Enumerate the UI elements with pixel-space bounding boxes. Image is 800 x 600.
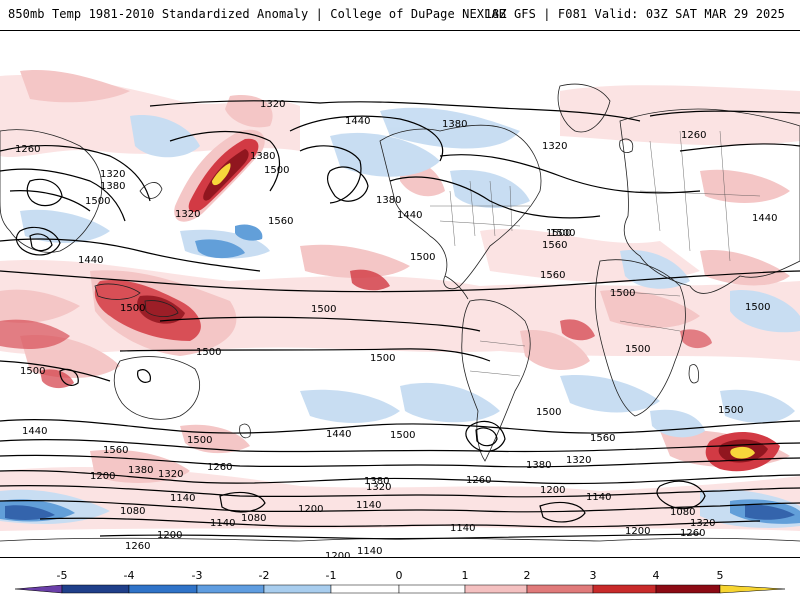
contour-label: 1500 xyxy=(745,302,770,313)
contour-label: 1440 xyxy=(752,213,777,224)
colorbar-svg: -5 -4 -3 -2 -1 0 1 2 3 4 5 xyxy=(14,569,786,594)
model-run-info: 18Z GFS | F081 Valid: 03Z SAT MAR 29 202… xyxy=(484,7,785,21)
contour-label: 1440 xyxy=(397,210,422,221)
colorbar-swatches xyxy=(14,584,786,594)
contour-label: 1560 xyxy=(542,240,567,251)
colorbar-tick-label: -4 xyxy=(124,569,135,582)
header: 850mb Temp 1981-2010 Standardized Anomal… xyxy=(0,0,800,30)
colorbar-swatch xyxy=(464,584,528,594)
height-contours xyxy=(0,100,800,540)
contour-label: 1320 xyxy=(158,469,183,480)
contour-label: 1380 xyxy=(526,460,551,471)
colorbar-swatch xyxy=(719,584,786,594)
contour-label: 1500 xyxy=(410,252,435,263)
contour-label: 1260 xyxy=(15,144,40,155)
contour-label: 1200 xyxy=(325,551,350,557)
contour-label: 1260 xyxy=(466,475,491,486)
colorbar-swatch xyxy=(61,584,130,594)
colorbar-tick-label: -3 xyxy=(192,569,203,582)
contour-label: 1560 xyxy=(103,445,128,456)
contour-label: 1200 xyxy=(157,530,182,541)
contour-label: 1320 xyxy=(566,455,591,466)
contour-label: 1260 xyxy=(681,130,706,141)
contour-label-group: 1320 1440 1380 1260 1320 1380 1500 1320 … xyxy=(15,99,777,557)
political-borders xyxy=(430,130,761,377)
colorbar-tick-label: 5 xyxy=(717,569,724,582)
contour-label: 1140 xyxy=(450,523,475,534)
colorbar-tick-label: -5 xyxy=(57,569,68,582)
contour-label: 1080 xyxy=(120,506,145,517)
contour-label: 1380 xyxy=(250,151,275,162)
contour-label: 1440 xyxy=(78,255,103,266)
contour-label: 1320 xyxy=(690,518,715,529)
colorbar-swatch xyxy=(655,584,721,594)
contour-label: 1140 xyxy=(586,492,611,503)
contour-label: 1140 xyxy=(357,546,382,557)
colorbar-swatch xyxy=(526,584,594,594)
contour-label: 1200 xyxy=(540,485,565,496)
colorbar-swatch xyxy=(263,584,332,594)
colorbar-ticks: -5 -4 -3 -2 -1 0 1 2 3 4 5 xyxy=(57,569,724,582)
contour-label: 1440 xyxy=(22,426,47,437)
contour-label: 1500 xyxy=(546,228,571,239)
contour-label: 1320 xyxy=(366,482,391,493)
contour-label: 1380 xyxy=(100,181,125,192)
contour-label: 1500 xyxy=(550,228,575,239)
contour-label: 1500 xyxy=(370,353,395,364)
map-canvas[interactable]: 1320 1440 1380 1260 1320 1380 1500 1320 … xyxy=(0,31,800,557)
contour-label: 1500 xyxy=(311,304,336,315)
colorbar-tick-label: 4 xyxy=(653,569,660,582)
contour-label: 1200 xyxy=(625,526,650,537)
contour-label: 1500 xyxy=(610,288,635,299)
contour-label: 1380 xyxy=(442,119,467,130)
contour-label: 1500 xyxy=(120,303,145,314)
colorbar-tick-label: 2 xyxy=(524,569,531,582)
map-title: 850mb Temp 1981-2010 Standardized Anomal… xyxy=(8,7,507,21)
contour-label: 1500 xyxy=(85,196,110,207)
contour-label: 1260 xyxy=(207,462,232,473)
colorbar-tick-label: 1 xyxy=(462,569,469,582)
colorbar-swatch xyxy=(14,584,63,594)
colorbar-tick-label: -2 xyxy=(259,569,270,582)
colorbar-swatch xyxy=(196,584,265,594)
contour-label: 1380 xyxy=(128,465,153,476)
contour-label: 1260 xyxy=(680,528,705,539)
contour-label: 1500 xyxy=(196,347,221,358)
contour-label: 1320 xyxy=(542,141,567,152)
contour-label: 1380 xyxy=(376,195,401,206)
contour-label: 1500 xyxy=(20,366,45,377)
colorbar-tick-label: -1 xyxy=(326,569,337,582)
colorbar: -5 -4 -3 -2 -1 0 1 2 3 4 5 xyxy=(0,560,800,600)
contour-label: 1320 xyxy=(260,99,285,110)
contour-label: 1200 xyxy=(90,471,115,482)
contour-label: 1560 xyxy=(590,433,615,444)
contour-label: 1140 xyxy=(170,493,195,504)
contour-label: 1140 xyxy=(356,500,381,511)
colorbar-swatch xyxy=(128,584,198,594)
contour-label: 1320 xyxy=(100,169,125,180)
contour-label: 1080 xyxy=(670,507,695,518)
contour-label: 1380 xyxy=(364,476,389,487)
contour-label: 1440 xyxy=(345,116,370,127)
contour-label: 1320 xyxy=(175,209,200,220)
contour-label: 1500 xyxy=(264,165,289,176)
colorbar-swatch xyxy=(330,584,400,594)
contour-label: 1500 xyxy=(718,405,743,416)
contour-label: 1140 xyxy=(210,518,235,529)
contour-label: 1500 xyxy=(390,430,415,441)
colorbar-swatch xyxy=(592,584,657,594)
contour-label: 1500 xyxy=(625,344,650,355)
contour-label: 1500 xyxy=(536,407,561,418)
colorbar-tick-label: 0 xyxy=(396,569,403,582)
colorbar-swatch xyxy=(398,584,466,594)
map-panel[interactable]: 1320 1440 1380 1260 1320 1380 1500 1320 … xyxy=(0,30,800,558)
colorbar-tick-label: 3 xyxy=(590,569,597,582)
contour-label: 1500 xyxy=(187,435,212,446)
contour-label: 1260 xyxy=(125,541,150,552)
contour-label: 1440 xyxy=(326,429,351,440)
contour-label: 1560 xyxy=(268,216,293,227)
contour-label: 1200 xyxy=(298,504,323,515)
contour-label: 1560 xyxy=(540,270,565,281)
contour-label: 1080 xyxy=(241,513,266,524)
